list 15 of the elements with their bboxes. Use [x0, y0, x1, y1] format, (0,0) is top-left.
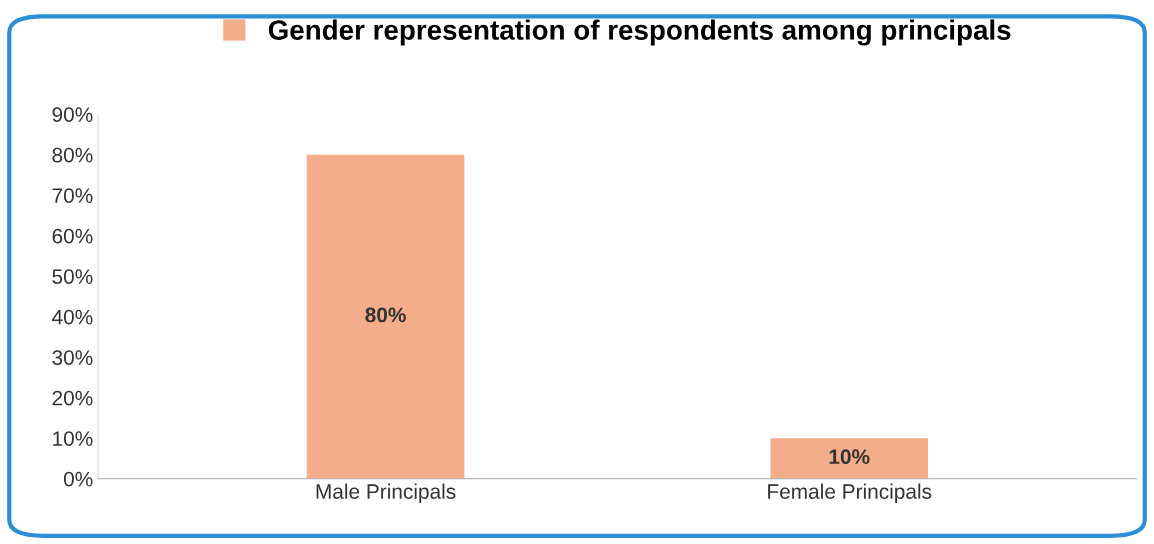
y-tick-label: 60%	[52, 228, 93, 244]
y-tick-label: 90%	[52, 107, 93, 122]
y-tick-label: 40%	[52, 309, 93, 325]
y-tick-label: 0%	[63, 471, 93, 487]
y-tick-label: 20%	[52, 390, 93, 406]
y-tick-label: 80%	[52, 147, 93, 163]
y-tick-label: 10%	[53, 431, 93, 446]
y-tick-label: 30%	[52, 350, 93, 365]
y-tick-label: 50%	[52, 269, 93, 284]
legend-label: Gender representation of respondents among principals	[268, 19, 1011, 46]
data-label: 80%	[365, 307, 406, 323]
x-tick-label: Female Principals	[768, 483, 932, 503]
data-label: 10%	[829, 449, 870, 465]
y-tick-label: 70%	[52, 188, 93, 203]
x-tick-label: Male Principals	[316, 483, 456, 503]
